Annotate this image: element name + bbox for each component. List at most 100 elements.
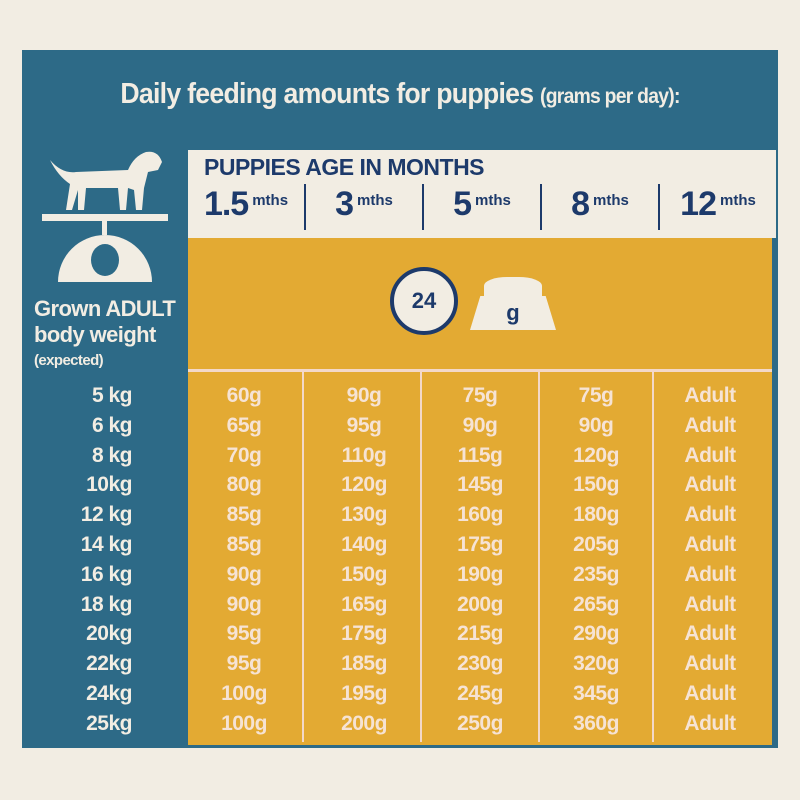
table-cell: 120g	[573, 443, 619, 467]
age-unit: mths	[593, 192, 629, 209]
table-cell: 175g	[341, 622, 387, 646]
table-cell: 90g	[462, 413, 498, 437]
weight-label: 14 kg	[80, 533, 133, 556]
table-cell: 205g	[573, 533, 619, 556]
weight-label: 22kg	[86, 652, 132, 676]
weight-label: 10kg	[86, 473, 132, 497]
table-cell: 165g	[341, 592, 387, 616]
dog-on-scale-icon	[42, 151, 168, 282]
table-cell: Adult	[684, 711, 736, 735]
food-icon	[484, 277, 542, 299]
table-cell: Adult	[684, 622, 736, 646]
weight-label: 18 kg	[80, 592, 133, 616]
table-cell: 185g	[341, 652, 387, 676]
column-divider	[302, 372, 304, 742]
age-header-title: PUPPIES AGE IN MONTHS	[204, 154, 485, 180]
page-title: Daily feeding amounts for puppies (grams…	[52, 78, 748, 111]
table-cell: 100g	[221, 682, 267, 705]
table-cell: 200g	[341, 711, 387, 735]
table-cell: 80g	[226, 473, 262, 497]
table-cell: 150g	[573, 473, 619, 497]
table-cell: 180g	[573, 503, 619, 527]
table-cell: 90g	[226, 562, 262, 586]
table-cell: 90g	[346, 384, 382, 407]
weight-label: 5 kg	[91, 384, 133, 407]
table-cell: 250g	[457, 711, 503, 735]
title-main: Daily feeding amounts for puppies	[120, 78, 534, 110]
age-value: 3	[335, 185, 354, 223]
weight-label: 24kg	[86, 682, 132, 705]
table-cell: Adult	[684, 443, 736, 467]
weight-label: 8 kg	[91, 443, 133, 467]
table-cell: 60g	[226, 384, 262, 407]
clock-24h-icon: 24	[390, 267, 458, 335]
age-value: 8	[571, 185, 590, 223]
column-divider	[652, 372, 654, 742]
table-cell: 265g	[573, 592, 619, 616]
table-cell: 100g	[221, 711, 267, 735]
weight-label: 12 kg	[80, 503, 133, 527]
table-cell: 85g	[226, 533, 262, 556]
table-cell: 215g	[457, 622, 503, 646]
table-cell: 85g	[226, 503, 262, 527]
age-header: PUPPIES AGE IN MONTHS 1.5 mths 3 mths 5 mth…	[188, 150, 776, 238]
table-cell: 245g	[457, 682, 503, 705]
table-cell: 75g	[578, 384, 614, 407]
age-unit: mths	[252, 192, 289, 209]
divider	[188, 369, 772, 372]
table-cell: 145g	[457, 473, 503, 497]
label-line: body weight	[34, 322, 156, 347]
table-cell: 70g	[226, 443, 262, 467]
table-cell: 90g	[226, 592, 262, 616]
table-cell: 200g	[457, 592, 503, 616]
bowl-icon: g	[470, 296, 556, 330]
table-cell: Adult	[684, 682, 736, 705]
age-column-header: 3 mths	[304, 184, 422, 230]
table-cell: 115g	[457, 443, 503, 467]
table-cell: 75g	[462, 384, 498, 407]
table-cell: 110g	[341, 443, 387, 467]
clock-label: 24	[411, 288, 437, 313]
bowl-label: g	[506, 300, 520, 325]
table-cell: 230g	[457, 652, 503, 676]
column-divider	[420, 372, 422, 742]
table-cell: 160g	[457, 503, 503, 527]
table-cell: 195g	[341, 682, 387, 705]
table-cell: Adult	[684, 592, 736, 616]
weight-column-label: Grown ADULT body weight (expected)	[34, 296, 176, 374]
column-divider	[538, 372, 540, 742]
table-cell: 95g	[226, 652, 262, 676]
table-cell: 130g	[341, 503, 387, 527]
weight-label: 6 kg	[91, 413, 133, 437]
table-cell: 90g	[578, 413, 614, 437]
table-cell: Adult	[684, 562, 736, 586]
age-column-header: 8 mths	[540, 184, 658, 230]
label-line: (expected)	[34, 352, 104, 369]
table-cell: 360g	[573, 711, 619, 735]
age-columns: 1.5 mths 3 mths 5 mths 8 mths 12 mths	[188, 184, 776, 230]
table-cell: 65g	[226, 413, 262, 437]
table-cell: Adult	[684, 473, 736, 497]
table-cell: 235g	[573, 562, 619, 586]
table-cell: 95g	[226, 622, 262, 646]
table-cell: 140g	[341, 533, 387, 556]
age-value: 5	[453, 185, 472, 223]
table-cell: Adult	[684, 652, 736, 676]
table-cell: 190g	[457, 562, 503, 586]
weight-label: 25kg	[86, 711, 132, 735]
table-cell: 320g	[573, 652, 619, 676]
weight-label: 20kg	[86, 622, 132, 646]
table-cell: 290g	[573, 622, 619, 646]
label-line: Grown ADULT	[34, 296, 176, 321]
title-sub: (grams per day):	[540, 85, 680, 108]
age-value: 1.5	[203, 185, 249, 223]
age-column-header: 12 mths	[658, 184, 776, 230]
age-column-header: 5 mths	[422, 184, 540, 230]
age-unit: mths	[719, 192, 756, 209]
table-cell: 345g	[573, 682, 619, 705]
table-cell: Adult	[684, 533, 736, 556]
table-cell: Adult	[684, 384, 736, 407]
table-cell: Adult	[684, 413, 736, 437]
table-cell: Adult	[684, 503, 736, 527]
table-cell: 150g	[341, 562, 387, 586]
